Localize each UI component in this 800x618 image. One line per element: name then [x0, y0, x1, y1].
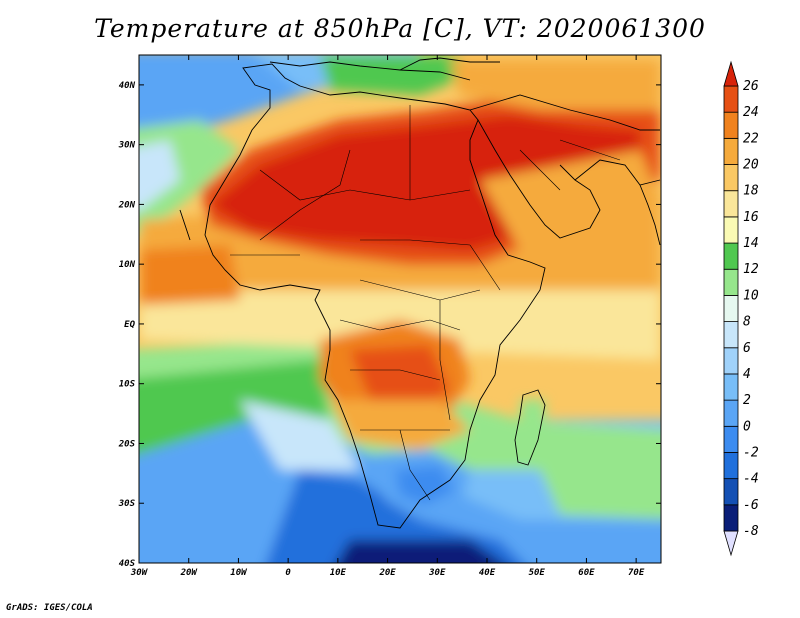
colorbar-label: 0: [743, 419, 751, 434]
y-tick-label: 40N: [119, 81, 136, 91]
colorbar-label: 24: [743, 105, 759, 120]
colorbar-bin: [723, 268, 739, 296]
colorbar-label: -6: [743, 498, 759, 513]
x-tick-label: 10E: [330, 568, 347, 578]
y-tick-label: 10S: [119, 380, 136, 390]
y-tick-label: 20N: [118, 200, 136, 210]
colorbar-bin: [723, 85, 739, 113]
colorbar-label: 16: [743, 210, 759, 225]
axis-ticks: 30W 20W 10W 0 10E 20E 30E 40E 50E 60E 70E 40N 30N 20N…: [118, 55, 661, 578]
colorbar-bin: [723, 425, 739, 453]
map-title: Temperature at 850hPa [C], VT: 202006130…: [94, 14, 706, 43]
colorbar-bin: [723, 60, 739, 87]
colorbar-label: -2: [743, 445, 759, 460]
country-borders: [230, 105, 621, 501]
colorbar-label: -4: [743, 472, 759, 487]
colorbar-bin: [723, 478, 739, 506]
colorbar-label: 26: [743, 79, 759, 94]
colorbar-label: 22: [743, 131, 759, 146]
x-tick-label: 10W: [230, 568, 248, 578]
colorbar-label: 4: [743, 367, 751, 382]
y-tick-label: 30N: [118, 141, 136, 151]
colorbar-bin: [723, 321, 739, 349]
x-tick-label: 70E: [628, 568, 645, 578]
x-tick-label: 60E: [578, 568, 595, 578]
y-tick-label: 20S: [118, 439, 136, 449]
colorbar-label: -8: [743, 524, 759, 539]
colorbar-label: 6: [743, 341, 751, 356]
y-tick-label: 30S: [118, 499, 136, 509]
colorbar-bin: [723, 347, 739, 375]
x-tick-label: 30E: [428, 568, 446, 578]
x-tick-label: 20E: [378, 568, 396, 578]
colorbar-bin: [723, 190, 739, 218]
colorbar-bin: [723, 399, 739, 427]
x-tick-label: 0: [285, 568, 291, 578]
y-tick-label: 40S: [119, 559, 136, 569]
y-tick-label: EQ: [124, 320, 135, 330]
colorbar-bin: [723, 111, 739, 139]
colorbar-bin: [723, 137, 739, 165]
colorbar-bin: [723, 504, 739, 532]
x-tick-label: 20W: [180, 568, 199, 578]
colorbar-bin: [723, 216, 739, 244]
colorbar-bin: [723, 452, 739, 480]
colorbar-label: 10: [743, 288, 759, 303]
colorbar-bin: [723, 295, 739, 322]
colorbar-label: 18: [743, 184, 759, 199]
grads-credit: GrADS: IGES/COLA: [6, 603, 93, 613]
x-tick-label: 30W: [130, 568, 149, 578]
map-frame: [138, 54, 662, 564]
colorbar-label: 14: [743, 236, 759, 251]
colorbar-label: 12: [743, 262, 759, 277]
y-tick-label: 10N: [119, 260, 136, 270]
colorbar-bin: [723, 242, 739, 270]
colorbar-label: 2: [743, 393, 751, 408]
temperature-field: [139, 55, 661, 563]
coastlines: [179, 57, 661, 529]
x-tick-label: 40E: [479, 568, 496, 578]
colorbar-bin: [723, 373, 739, 401]
colorbar-label: 20: [743, 158, 759, 173]
colorbar-bin: [723, 530, 739, 557]
x-tick-label: 50E: [529, 568, 546, 578]
colorbar-bin: [723, 164, 739, 192]
colorbar-label: 8: [743, 315, 751, 330]
